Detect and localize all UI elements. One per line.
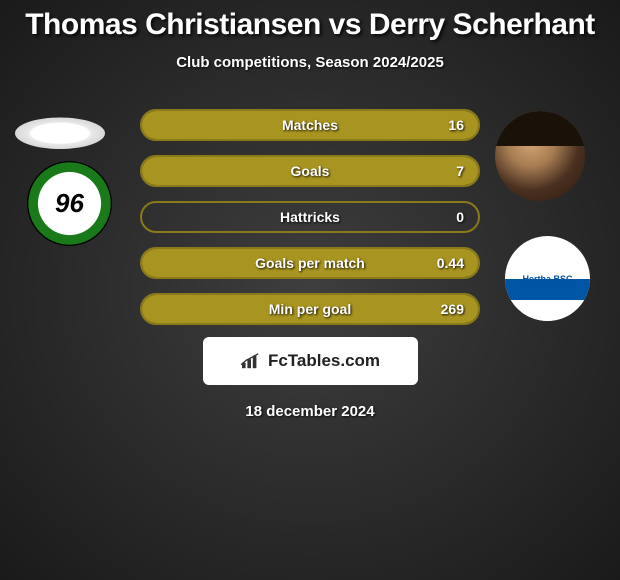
stat-row-goals: Goals 7: [140, 155, 480, 187]
comparison-subtitle: Club competitions, Season 2024/2025: [0, 54, 620, 71]
team-left-badge: [27, 161, 112, 246]
stat-label: Hattricks: [280, 209, 340, 225]
stat-value: 269: [441, 301, 464, 317]
team-right-flag: [505, 279, 590, 322]
team-right-badge-text: Hertha BSC: [522, 274, 572, 284]
stat-label: Goals: [291, 163, 330, 179]
stat-label: Min per goal: [269, 301, 351, 317]
date-text: 18 december 2024: [0, 403, 620, 420]
stat-row-matches: Matches 16: [140, 109, 480, 141]
stat-row-goals-per-match: Goals per match 0.44: [140, 247, 480, 279]
stat-label: Matches: [282, 117, 338, 133]
team-right-badge: Hertha BSC: [505, 236, 590, 321]
brand-text: FcTables.com: [268, 351, 380, 371]
stats-area: Hertha BSC Matches 16 Goals 7 Hattricks …: [0, 101, 620, 321]
brand-box[interactable]: FcTables.com: [203, 337, 418, 385]
comparison-title: Thomas Christiansen vs Derry Scherhant: [0, 8, 620, 42]
comparison-card: Thomas Christiansen vs Derry Scherhant C…: [0, 0, 620, 580]
player-left-avatar: [15, 118, 105, 150]
stat-value: 7: [456, 163, 464, 179]
stat-row-hattricks: Hattricks 0: [140, 201, 480, 233]
stat-value: 0.44: [437, 255, 464, 271]
bar-chart-icon: [240, 352, 262, 370]
stat-label: Goals per match: [255, 255, 365, 271]
player-right-avatar: [495, 111, 585, 201]
stat-bars: Matches 16 Goals 7 Hattricks 0 Goals per…: [140, 109, 480, 339]
stat-value: 0: [456, 209, 464, 225]
stat-row-min-per-goal: Min per goal 269: [140, 293, 480, 325]
stat-value: 16: [448, 117, 464, 133]
